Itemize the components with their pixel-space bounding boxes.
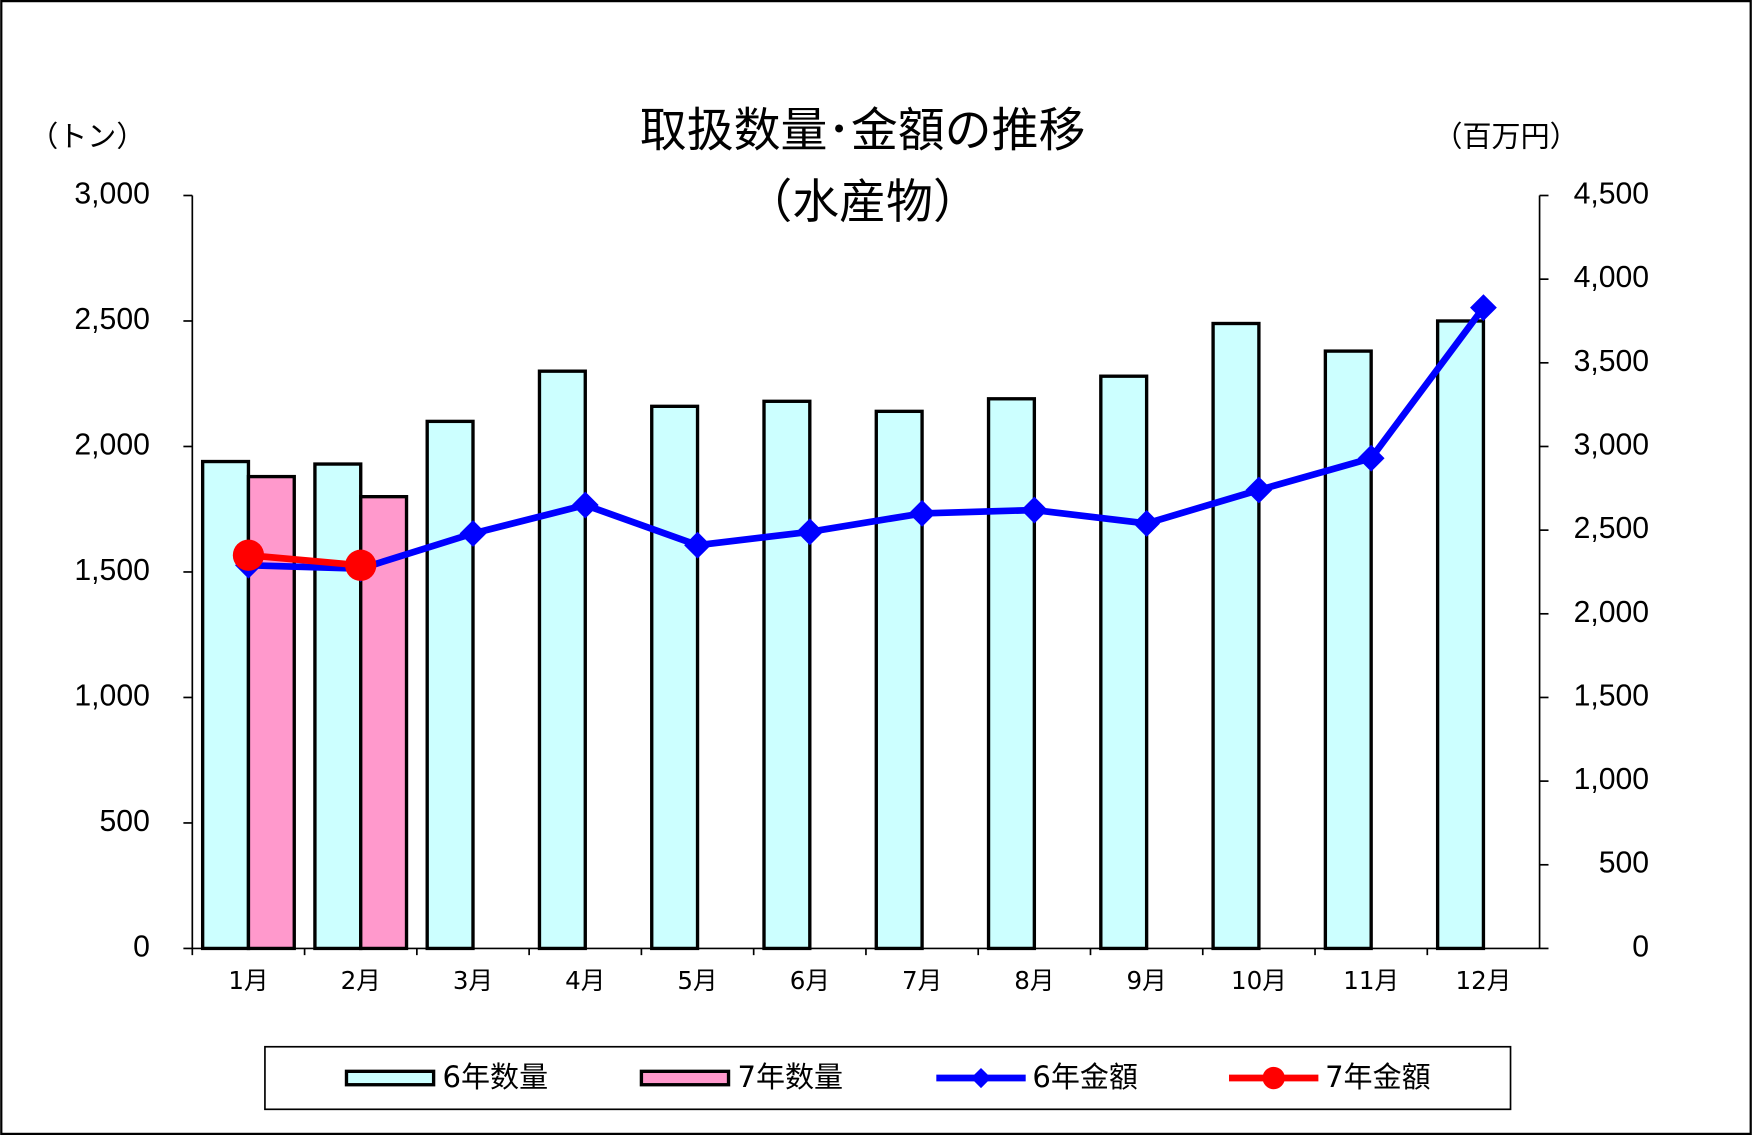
x-tick-label: 1月 [228, 966, 268, 995]
line-marker [1470, 294, 1497, 322]
line-marker [345, 549, 377, 581]
y2-tick-label: 500 [1599, 847, 1649, 880]
bar [313, 462, 363, 951]
x-tick-label: 6月 [790, 966, 830, 995]
line [248, 305, 1487, 572]
legend-swatch [639, 1069, 731, 1087]
chart-title: 取扱数量･金額の推移 [640, 104, 1086, 159]
x-tick-label: 11月 [1343, 966, 1399, 995]
y-tick-label: 2,500 [74, 303, 149, 336]
y2-tick-label: 1,500 [1574, 679, 1649, 712]
y-tick-label: 500 [100, 805, 150, 838]
x-tick-label: 10月 [1231, 966, 1287, 995]
y2-tick-label: 4,500 [1574, 177, 1649, 210]
line-marker [796, 518, 824, 546]
legend-marker [1262, 1066, 1285, 1090]
line [248, 551, 362, 569]
x-tick-label: 4月 [565, 966, 605, 995]
x-tick-label: 9月 [1127, 966, 1167, 995]
legend-label: 6年金額 [1032, 1060, 1138, 1094]
y2-axis-label: （百万円） [1433, 120, 1578, 154]
y2-tick-label: 3,000 [1574, 428, 1649, 461]
x-tick-label: 12月 [1456, 966, 1512, 995]
legend-label: 7年数量 [737, 1060, 843, 1094]
x-tick-label: 7月 [902, 966, 942, 995]
line-marker [232, 539, 265, 571]
x-tick-label: 2月 [341, 966, 381, 995]
bar [537, 369, 587, 951]
y-tick-label: 1,500 [74, 554, 149, 587]
legend-label: 6年数量 [443, 1060, 549, 1094]
line-marker [1245, 476, 1273, 504]
legend-label: 7年金額 [1325, 1060, 1431, 1094]
line-marker [684, 531, 711, 559]
bar [200, 459, 251, 951]
bar [425, 419, 475, 951]
bar [874, 409, 924, 951]
y2-tick-label: 2,500 [1574, 512, 1649, 545]
y2-tick-label: 4,000 [1574, 261, 1649, 294]
line-marker [571, 491, 599, 519]
line-marker [908, 500, 936, 527]
line-marker [459, 520, 487, 547]
line-marker [1357, 444, 1385, 472]
bar [650, 404, 700, 951]
bar [1211, 321, 1261, 951]
y-axis-label: （トン） [29, 120, 145, 154]
legend-swatch [344, 1069, 436, 1087]
y2-tick-label: 3,500 [1574, 345, 1649, 378]
x-tick-label: 8月 [1014, 966, 1054, 995]
x-tick-label: 3月 [453, 966, 493, 995]
bar [1323, 349, 1373, 951]
y-tick-label: 3,000 [74, 177, 149, 210]
y-tick-label: 0 [133, 930, 150, 963]
bar [762, 399, 812, 951]
y2-tick-label: 1,000 [1574, 763, 1649, 796]
y-tick-label: 1,000 [74, 679, 149, 712]
line-marker [1020, 496, 1048, 524]
bar [1099, 374, 1149, 951]
bar [986, 397, 1037, 951]
bar [1435, 319, 1486, 951]
x-tick-label: 5月 [677, 966, 717, 995]
y2-tick-label: 0 [1632, 930, 1649, 963]
y2-tick-label: 2,000 [1574, 596, 1649, 629]
legend-marker [970, 1067, 992, 1089]
y-tick-label: 2,000 [74, 428, 149, 461]
chart-subtitle: （水産物） [745, 175, 980, 230]
